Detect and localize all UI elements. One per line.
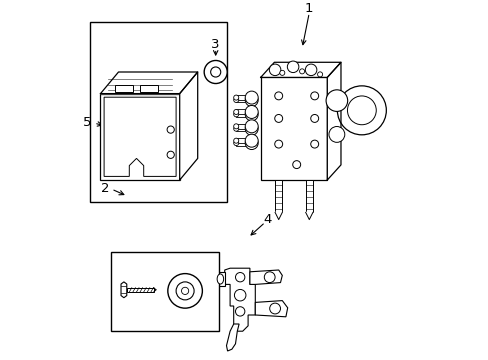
Bar xyxy=(236,98,251,103)
Circle shape xyxy=(235,307,244,316)
Bar xyxy=(275,180,282,212)
Circle shape xyxy=(244,94,258,107)
Circle shape xyxy=(244,108,258,121)
Bar xyxy=(236,124,251,129)
Circle shape xyxy=(210,67,220,77)
Polygon shape xyxy=(179,72,197,180)
Polygon shape xyxy=(121,282,126,298)
Circle shape xyxy=(233,126,238,131)
Circle shape xyxy=(274,114,282,122)
Polygon shape xyxy=(260,62,340,77)
Circle shape xyxy=(244,105,258,118)
Polygon shape xyxy=(275,212,282,220)
Circle shape xyxy=(310,114,318,122)
Bar xyxy=(140,85,158,92)
Circle shape xyxy=(181,287,188,294)
Circle shape xyxy=(233,98,238,103)
Circle shape xyxy=(235,273,244,282)
Circle shape xyxy=(310,140,318,148)
Bar xyxy=(126,288,153,292)
Bar xyxy=(236,138,251,143)
Polygon shape xyxy=(255,301,287,317)
Circle shape xyxy=(244,91,258,104)
Polygon shape xyxy=(305,212,312,220)
Text: 5: 5 xyxy=(83,116,91,129)
Bar xyxy=(305,180,312,212)
Bar xyxy=(111,252,219,331)
Circle shape xyxy=(167,151,174,158)
Circle shape xyxy=(244,122,258,135)
Bar xyxy=(260,77,326,180)
Bar xyxy=(236,109,251,114)
Text: 4: 4 xyxy=(263,213,271,226)
Circle shape xyxy=(347,96,375,125)
Polygon shape xyxy=(101,72,197,94)
Circle shape xyxy=(167,274,202,308)
Circle shape xyxy=(176,282,194,300)
Circle shape xyxy=(234,289,245,301)
Circle shape xyxy=(274,92,282,100)
Circle shape xyxy=(204,60,227,84)
Text: 1: 1 xyxy=(305,3,313,15)
Circle shape xyxy=(244,134,258,147)
Circle shape xyxy=(269,303,280,314)
Circle shape xyxy=(299,69,304,74)
Circle shape xyxy=(325,90,347,112)
Circle shape xyxy=(167,126,174,133)
Polygon shape xyxy=(326,62,340,180)
Circle shape xyxy=(305,64,316,76)
Circle shape xyxy=(264,272,275,283)
Circle shape xyxy=(233,124,238,129)
Circle shape xyxy=(233,112,238,117)
Circle shape xyxy=(310,92,318,100)
Circle shape xyxy=(269,64,280,76)
Bar xyxy=(89,22,226,202)
Text: 2: 2 xyxy=(101,183,109,195)
Circle shape xyxy=(292,161,300,168)
Circle shape xyxy=(317,72,322,77)
Circle shape xyxy=(233,140,238,145)
Circle shape xyxy=(233,138,238,143)
Polygon shape xyxy=(224,268,255,331)
Polygon shape xyxy=(226,324,239,351)
Bar xyxy=(236,140,251,145)
Bar xyxy=(115,85,133,92)
Bar xyxy=(236,112,251,117)
Bar xyxy=(236,126,251,131)
Text: 3: 3 xyxy=(211,39,220,51)
Polygon shape xyxy=(249,270,282,284)
Circle shape xyxy=(328,126,344,142)
Circle shape xyxy=(337,86,386,135)
Circle shape xyxy=(274,140,282,148)
Polygon shape xyxy=(101,94,179,180)
Circle shape xyxy=(287,61,298,73)
Circle shape xyxy=(244,136,258,149)
Circle shape xyxy=(233,95,238,100)
Circle shape xyxy=(279,70,284,75)
Circle shape xyxy=(233,109,238,114)
Bar xyxy=(236,95,251,100)
Circle shape xyxy=(244,120,258,133)
Ellipse shape xyxy=(217,274,223,284)
Polygon shape xyxy=(215,272,224,286)
